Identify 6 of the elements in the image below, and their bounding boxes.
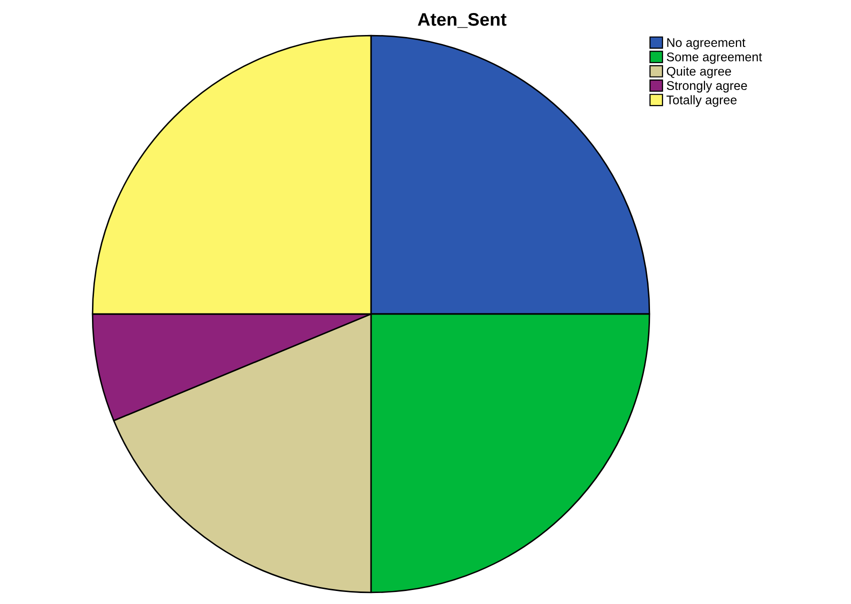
legend-label: Some agreement xyxy=(666,52,762,64)
legend-label: Quite agree xyxy=(666,66,732,78)
legend-label: Strongly agree xyxy=(666,80,747,92)
chart-title: Aten_Sent xyxy=(418,13,506,28)
legend-label: Totally agree xyxy=(666,95,737,107)
legend-label: No agreement xyxy=(667,38,746,50)
